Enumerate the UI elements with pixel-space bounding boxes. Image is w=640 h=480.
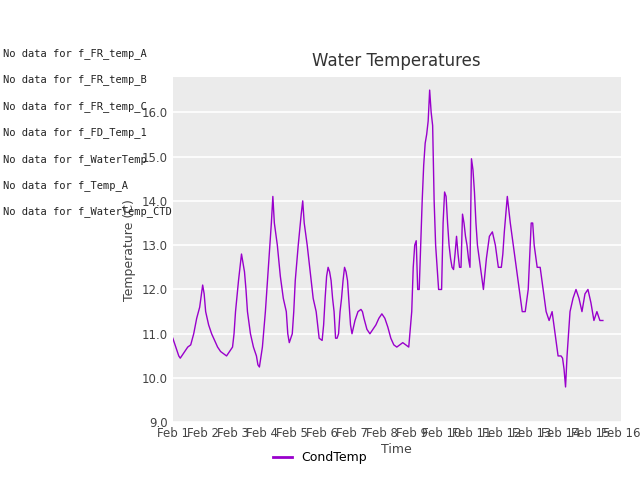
Title: Water Temperatures: Water Temperatures [312,52,481,70]
Legend: CondTemp: CondTemp [268,446,372,469]
Text: No data for f_FR_temp_B: No data for f_FR_temp_B [3,74,147,85]
Text: No data for f_Temp_A: No data for f_Temp_A [3,180,128,191]
X-axis label: Time: Time [381,443,412,456]
Text: No data for f_FR_temp_C: No data for f_FR_temp_C [3,101,147,112]
Text: No data for f_WaterTemp: No data for f_WaterTemp [3,154,147,165]
Text: No data for f_FD_Temp_1: No data for f_FD_Temp_1 [3,127,147,138]
Y-axis label: Temperature (C): Temperature (C) [124,199,136,300]
Text: No data for f_FR_temp_A: No data for f_FR_temp_A [3,48,147,59]
Text: No data for f_WaterTemp_CTD: No data for f_WaterTemp_CTD [3,206,172,217]
